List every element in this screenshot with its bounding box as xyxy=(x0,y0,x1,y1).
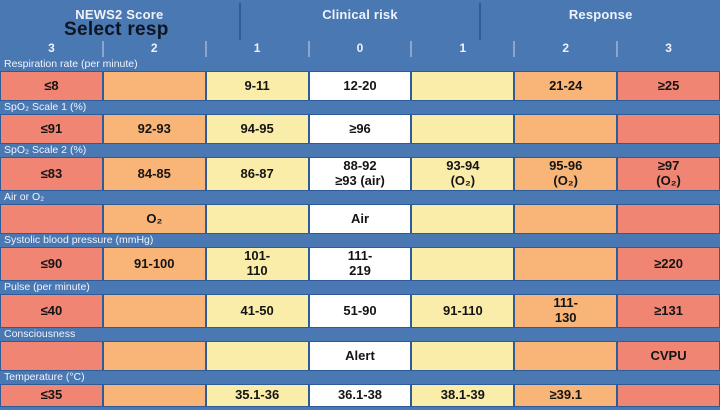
row-label-spo2-scale-1: SpO₂ Scale 1 (%) xyxy=(4,101,87,113)
cell-respiration-rate-col4[interactable] xyxy=(411,71,515,101)
tab-divider xyxy=(238,3,241,40)
cell-respiration-rate-col6[interactable]: ≥25 xyxy=(617,71,720,101)
tab-clinical-risk-label: Clinical risk xyxy=(322,7,398,22)
cell-pulse-col1[interactable] xyxy=(102,294,206,328)
cell-temperature-col6[interactable] xyxy=(617,384,720,407)
score-column-6: 3 xyxy=(616,40,720,58)
cell-temperature-col0[interactable]: ≤35 xyxy=(0,384,103,407)
cell-temperature-col1[interactable] xyxy=(102,384,206,407)
news2-table: Respiration rate (per minute) ≤8 9-11 12-20… xyxy=(0,58,720,407)
cell-spo2-scale-2-col4[interactable]: 93-94 (O₂) xyxy=(411,157,515,191)
score-column-1: 2 xyxy=(101,40,206,58)
cell-respiration-rate-col1[interactable] xyxy=(102,71,206,101)
score-column-0: 3 xyxy=(48,41,55,55)
row-label-spo2-scale-2: SpO₂ Scale 2 (%) xyxy=(4,144,87,156)
cell-air-or-o2-col5[interactable] xyxy=(514,204,618,234)
row-spo2-scale-1: ≤91 92-93 94-95 ≥96 xyxy=(0,114,720,144)
cell-temperature-col2[interactable]: 35.1-36 xyxy=(205,384,309,407)
cell-systolic-bp-col2[interactable]: 101- 110 xyxy=(205,247,309,281)
cell-respiration-rate-col3[interactable]: 12-20 xyxy=(308,71,412,101)
row-label-respiration-rate: Respiration rate (per minute) xyxy=(4,58,138,70)
tab-response-label: Response xyxy=(568,7,633,22)
cell-systolic-bp-col3[interactable]: 111- 219 xyxy=(308,247,412,281)
cell-spo2-scale-2-col2[interactable]: 86-87 xyxy=(205,157,309,191)
cell-air-or-o2-col2[interactable] xyxy=(205,204,309,234)
row-pulse: ≤40 41-50 51-90 91-110 111- 130 ≥131 xyxy=(0,294,720,328)
row-systolic-bp: ≤90 91-100 101- 110 111- 219 ≥220 xyxy=(0,247,720,281)
cell-systolic-bp-col4[interactable] xyxy=(411,247,515,281)
cell-air-or-o2-col3[interactable]: Air xyxy=(308,204,412,234)
cell-pulse-col0[interactable]: ≤40 xyxy=(0,294,103,328)
cell-consciousness-col6[interactable]: CVPU xyxy=(617,341,720,371)
cell-systolic-bp-col6[interactable]: ≥220 xyxy=(617,247,720,281)
cell-pulse-col4[interactable]: 91-110 xyxy=(411,294,515,328)
row-respiration-rate: ≤8 9-11 12-20 21-24 ≥25 xyxy=(0,71,720,101)
tab-divider xyxy=(479,3,482,40)
tab-clinical-risk[interactable]: Clinical risk xyxy=(241,0,480,40)
tab-response[interactable]: Response xyxy=(481,0,720,40)
tab-news2-score-label: NEWS2 Score xyxy=(75,7,164,22)
row-label-pulse: Pulse (per minute) xyxy=(4,281,90,293)
cell-spo2-scale-2-col5[interactable]: 95-96 (O₂) xyxy=(514,157,618,191)
cell-respiration-rate-col5[interactable]: 21-24 xyxy=(514,71,618,101)
cell-spo2-scale-1-col6[interactable] xyxy=(617,114,720,144)
cell-spo2-scale-1-col4[interactable] xyxy=(411,114,515,144)
cell-consciousness-col4[interactable] xyxy=(411,341,515,371)
row-spo2-scale-2: ≤83 84-85 86-87 88-92 ≥93 (air) 93-94 (O₂) 95… xyxy=(0,157,720,191)
cell-air-or-o2-col6[interactable] xyxy=(617,204,720,234)
cell-systolic-bp-col0[interactable]: ≤90 xyxy=(0,247,103,281)
cell-respiration-rate-col2[interactable]: 9-11 xyxy=(205,71,309,101)
cell-spo2-scale-1-col2[interactable]: 94-95 xyxy=(205,114,309,144)
cell-spo2-scale-1-col3[interactable]: ≥96 xyxy=(308,114,412,144)
cell-consciousness-col0[interactable] xyxy=(0,341,103,371)
cell-temperature-col3[interactable]: 36.1-38 xyxy=(308,384,412,407)
cell-spo2-scale-1-col5[interactable] xyxy=(514,114,618,144)
cell-consciousness-col5[interactable] xyxy=(514,341,618,371)
cell-systolic-bp-col1[interactable]: 91-100 xyxy=(102,247,206,281)
cell-consciousness-col3[interactable]: Alert xyxy=(308,341,412,371)
row-label-consciousness: Consciousness xyxy=(4,328,76,340)
row-consciousness: Alert CVPU xyxy=(0,341,720,371)
cell-air-or-o2-col1[interactable]: O₂ xyxy=(102,204,206,234)
cell-temperature-col5[interactable]: ≥39.1 xyxy=(514,384,618,407)
cell-systolic-bp-col5[interactable] xyxy=(514,247,618,281)
cell-pulse-col6[interactable]: ≥131 xyxy=(617,294,720,328)
select-resp-dropdown[interactable]: Select resp xyxy=(64,19,169,40)
cell-respiration-rate-col0[interactable]: ≤8 xyxy=(0,71,103,101)
cell-spo2-scale-1-col1[interactable]: 92-93 xyxy=(102,114,206,144)
row-temperature: ≤35 35.1-36 36.1-38 38.1-39 ≥39.1 xyxy=(0,384,720,407)
row-air-or-o2: O₂ Air xyxy=(0,204,720,234)
score-column-2: 1 xyxy=(204,40,309,58)
cell-consciousness-col1[interactable] xyxy=(102,341,206,371)
cell-spo2-scale-1-col0[interactable]: ≤91 xyxy=(0,114,103,144)
cell-air-or-o2-col0[interactable] xyxy=(0,204,103,234)
cell-spo2-scale-2-col6[interactable]: ≥97 (O₂) xyxy=(617,157,720,191)
cell-spo2-scale-2-col1[interactable]: 84-85 xyxy=(102,157,206,191)
score-column-3: 0 xyxy=(307,40,412,58)
cell-pulse-col5[interactable]: 111- 130 xyxy=(514,294,618,328)
cell-spo2-scale-2-col3[interactable]: 88-92 ≥93 (air) xyxy=(308,157,412,191)
row-label-air-or-o2: Air or O₂ xyxy=(4,191,45,203)
row-label-systolic-bp: Systolic blood pressure (mmHg) xyxy=(4,234,154,246)
score-column-4: 1 xyxy=(410,40,514,58)
tab-news2-score[interactable]: NEWS2 Score xyxy=(0,0,239,40)
cell-air-or-o2-col4[interactable] xyxy=(411,204,515,234)
cell-temperature-col4[interactable]: 38.1-39 xyxy=(411,384,515,407)
score-column-5: 2 xyxy=(513,40,617,58)
cell-pulse-col3[interactable]: 51-90 xyxy=(308,294,412,328)
cell-consciousness-col2[interactable] xyxy=(205,341,309,371)
cell-spo2-scale-2-col0[interactable]: ≤83 xyxy=(0,157,103,191)
row-label-temperature: Temperature (°C) xyxy=(4,371,85,383)
tab-bar: NEWS2 Score Clinical risk Response xyxy=(0,0,720,40)
cell-pulse-col2[interactable]: 41-50 xyxy=(205,294,309,328)
